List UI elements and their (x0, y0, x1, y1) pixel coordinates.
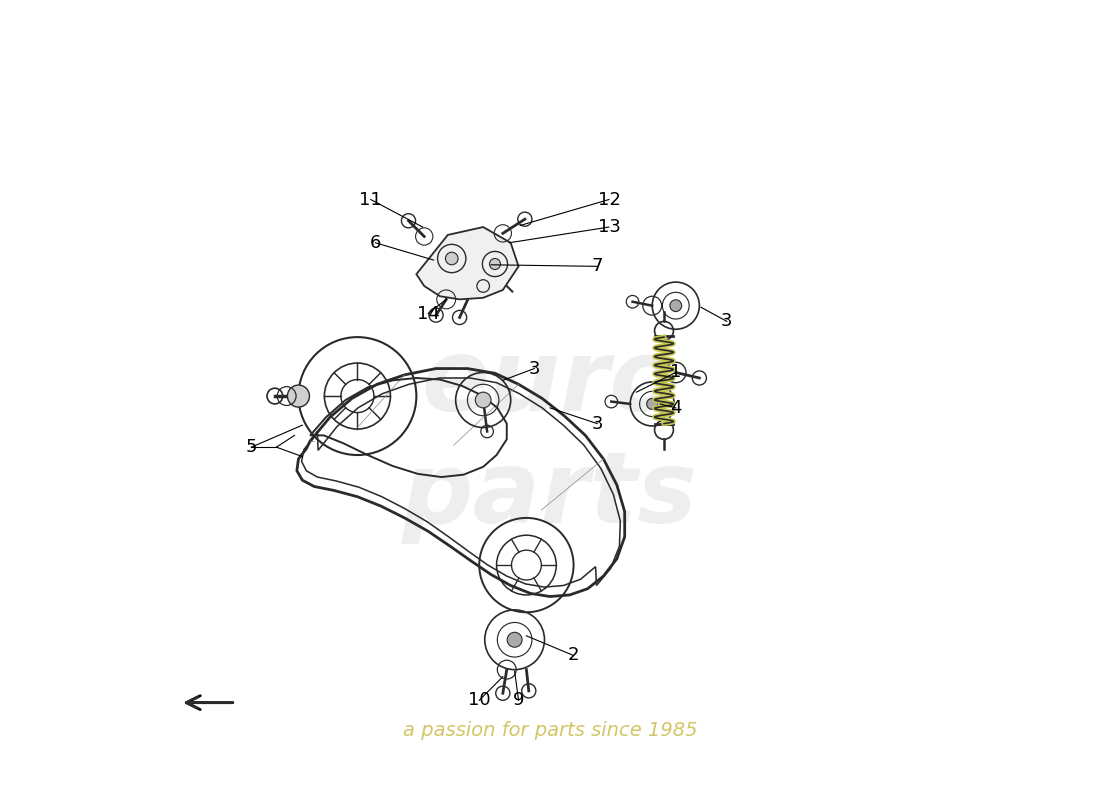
Circle shape (647, 398, 658, 410)
Text: euro
parts: euro parts (403, 334, 697, 544)
Circle shape (670, 300, 682, 311)
Text: a passion for parts since 1985: a passion for parts since 1985 (403, 721, 697, 740)
Text: 3: 3 (722, 312, 733, 330)
Circle shape (476, 393, 491, 407)
Text: 6: 6 (370, 234, 382, 252)
FancyArrowPatch shape (186, 696, 233, 710)
Circle shape (287, 385, 309, 407)
Text: 13: 13 (597, 218, 620, 236)
Text: 7: 7 (592, 258, 603, 275)
Circle shape (475, 392, 491, 408)
Text: 11: 11 (360, 190, 382, 209)
Circle shape (507, 632, 522, 647)
Circle shape (490, 258, 500, 270)
Circle shape (446, 252, 458, 265)
Text: 3: 3 (592, 414, 603, 433)
Text: 1: 1 (670, 363, 682, 382)
Text: 14: 14 (417, 305, 440, 322)
Text: 3: 3 (528, 359, 540, 378)
Text: 4: 4 (670, 399, 682, 417)
Text: 2: 2 (568, 646, 580, 665)
Text: 5: 5 (245, 438, 257, 456)
Text: 12: 12 (597, 190, 620, 209)
Text: 10: 10 (468, 691, 491, 710)
Polygon shape (417, 227, 518, 299)
Text: 9: 9 (513, 691, 525, 710)
